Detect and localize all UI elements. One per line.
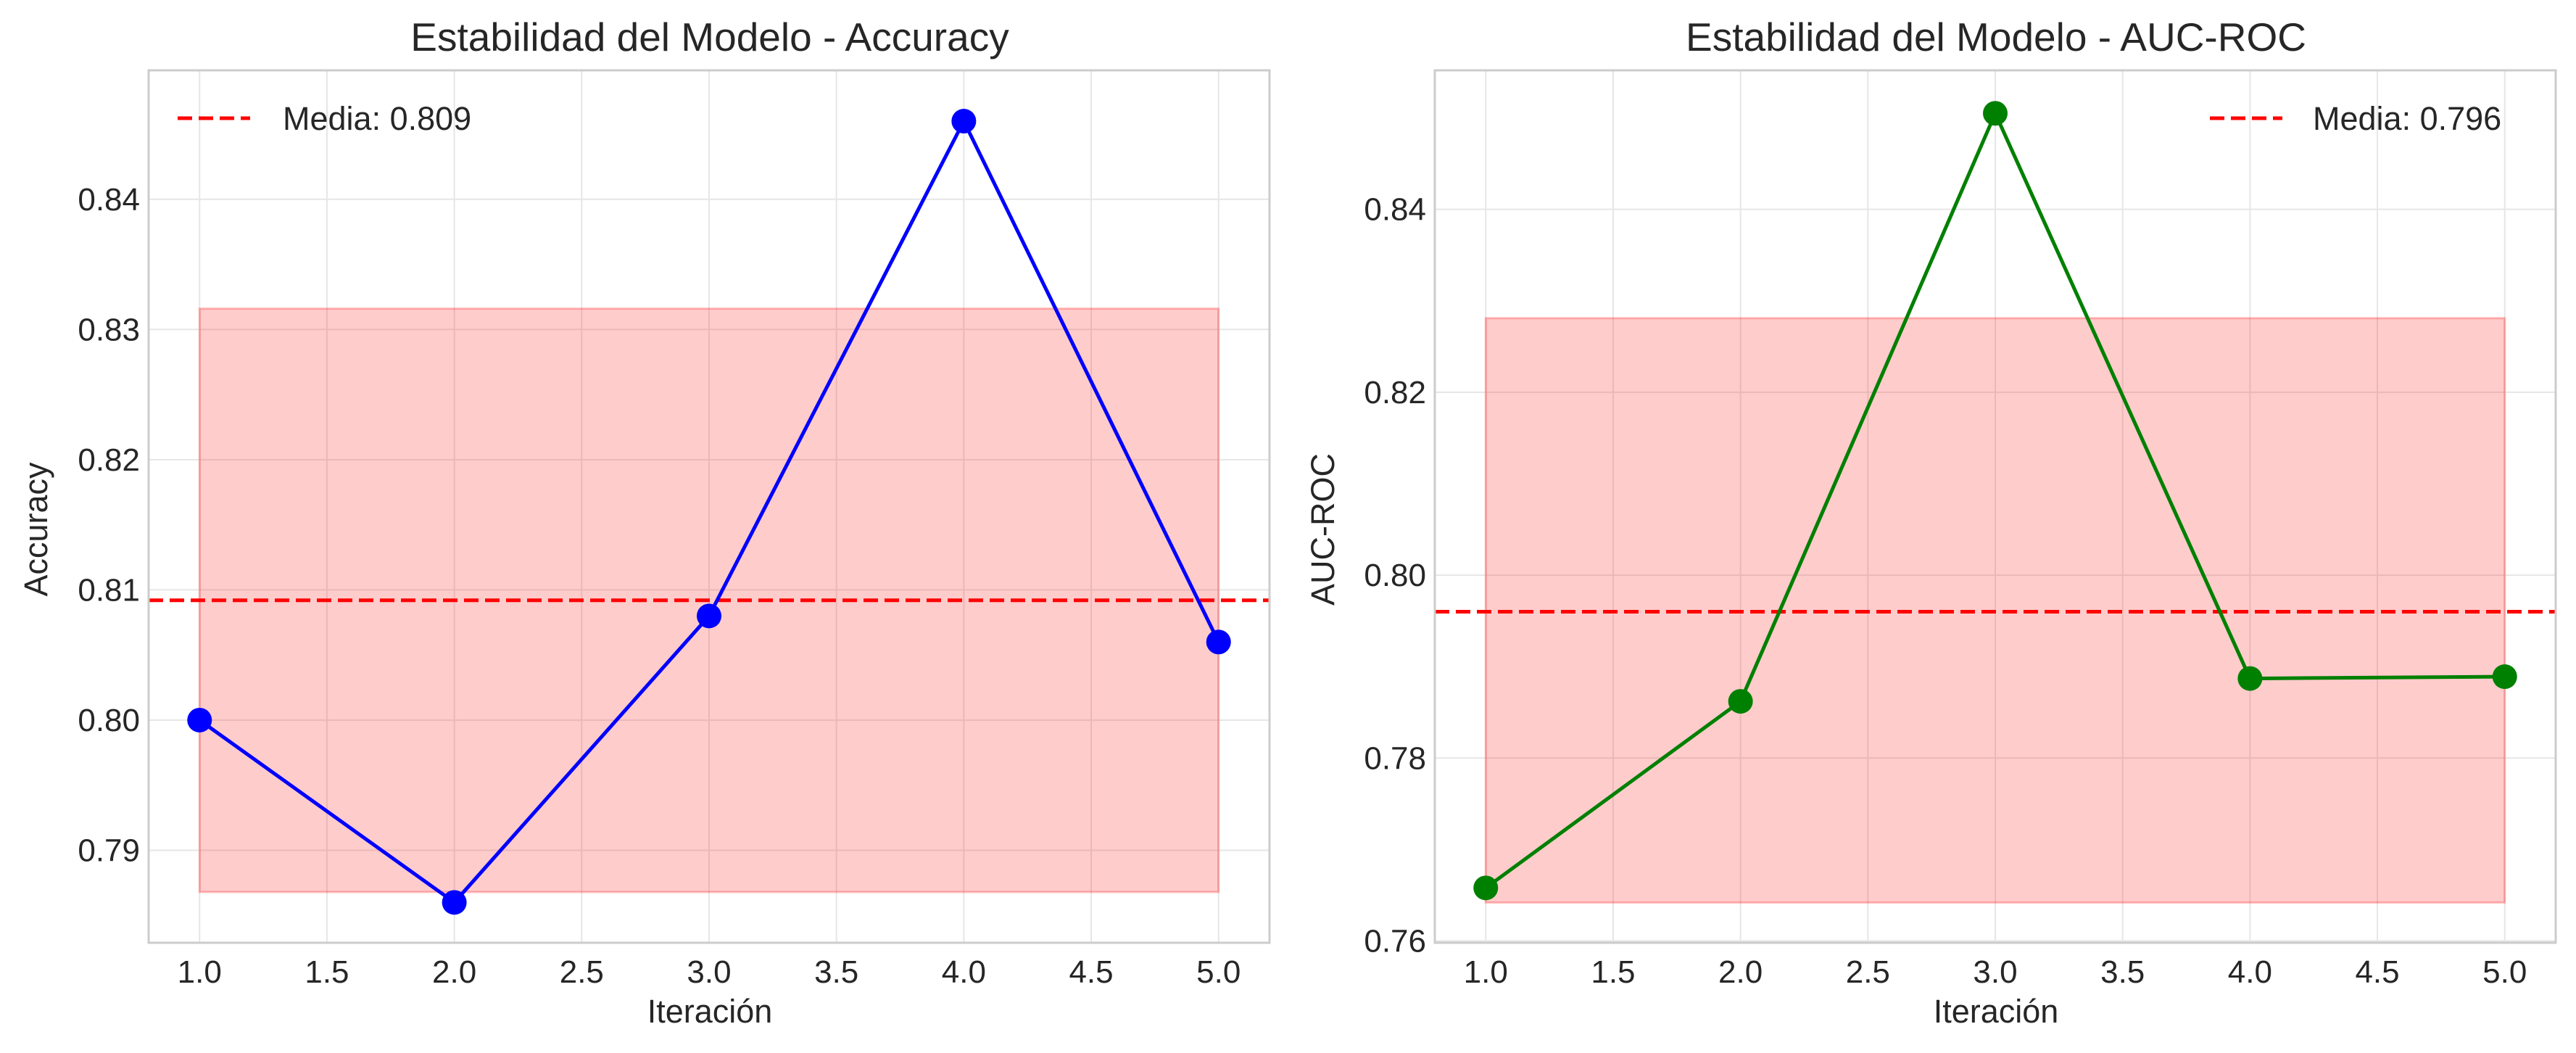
data-point — [1983, 101, 2008, 126]
axes-frame — [147, 69, 1271, 944]
data-point — [1473, 875, 1499, 901]
legend-mean-label-accuracy: Media: 0.809 — [283, 100, 471, 137]
data-point — [2492, 664, 2517, 690]
x-axis-label-accuracy: Iteración — [647, 993, 773, 1030]
y-tick-label: 0.84 — [1364, 192, 1426, 228]
x-tick-label: 1.5 — [1591, 954, 1635, 990]
legend-auc-roc: Media: 0.796 — [2210, 100, 2501, 137]
y-tick-label: 0.80 — [78, 703, 140, 738]
x-tick-label: 1.0 — [1464, 954, 1508, 990]
y-tick-label: 0.78 — [1364, 740, 1426, 776]
x-tick-label: 2.5 — [560, 954, 604, 990]
y-tick-label: 0.82 — [1364, 375, 1426, 410]
x-tick-label: 4.5 — [1069, 954, 1113, 990]
x-tick-label: 2.0 — [1718, 954, 1763, 990]
y-axis-label-auc-roc: AUC-ROC — [1304, 453, 1341, 606]
x-tick-label: 2.5 — [1846, 954, 1890, 990]
chart-panel-auc-roc: Estabilidad del Modelo - AUC-ROC Iteraci… — [1304, 15, 2557, 1030]
chart-title-accuracy: Estabilidad del Modelo - Accuracy — [410, 15, 1009, 59]
x-tick-label: 4.5 — [2355, 954, 2399, 990]
data-point — [951, 109, 977, 134]
y-tick-label: 0.82 — [78, 442, 140, 478]
x-tick-label: 3.5 — [814, 954, 858, 990]
data-point — [2237, 666, 2263, 691]
x-tick-label: 5.0 — [1196, 954, 1241, 990]
data-point — [697, 603, 721, 629]
axes-frame — [1433, 69, 2557, 944]
data-point — [187, 707, 212, 732]
plot-area-accuracy: 1.0 1.5 2.0 2.5 3.0 3.5 4.0 4.5 5.0 0.79 0.80 0.81 0… — [78, 69, 1271, 990]
data-point — [1206, 629, 1231, 655]
x-tick-label: 4.0 — [942, 954, 986, 990]
x-tick-label: 5.0 — [2482, 954, 2527, 990]
y-tick-label: 0.80 — [1364, 558, 1426, 593]
y-tick-label: 0.81 — [78, 572, 140, 608]
plot-area-auc-roc: 1.0 1.5 2.0 2.5 3.0 3.5 4.0 4.5 5.0 0.76 0.78 0.80 0… — [1364, 69, 2557, 990]
x-tick-label: 1.0 — [178, 954, 222, 990]
x-tick-label: 1.5 — [305, 954, 349, 990]
x-tick-label: 3.0 — [1973, 954, 2017, 990]
y-tick-label: 0.79 — [78, 833, 140, 869]
legend-accuracy: Media: 0.809 — [178, 100, 471, 137]
x-tick-label: 2.0 — [432, 954, 476, 990]
legend-mean-label-auc-roc: Media: 0.796 — [2313, 100, 2501, 137]
data-point — [1728, 689, 1753, 714]
x-tick-label: 4.0 — [2228, 954, 2272, 990]
chart-title-auc-roc: Estabilidad del Modelo - AUC-ROC — [1686, 15, 2306, 59]
x-tick-label: 3.5 — [2100, 954, 2145, 990]
y-axis-label-accuracy: Accuracy — [17, 462, 54, 597]
y-tick-label: 0.76 — [1364, 923, 1426, 959]
x-tick-label: 3.0 — [687, 954, 731, 990]
data-point — [442, 890, 467, 915]
y-tick-label: 0.84 — [78, 182, 140, 218]
y-tick-label: 0.83 — [78, 312, 140, 347]
x-axis-label-auc-roc: Iteración — [1934, 993, 2059, 1030]
chart-panel-accuracy: Estabilidad del Modelo - Accuracy Iterac… — [17, 15, 1271, 1030]
